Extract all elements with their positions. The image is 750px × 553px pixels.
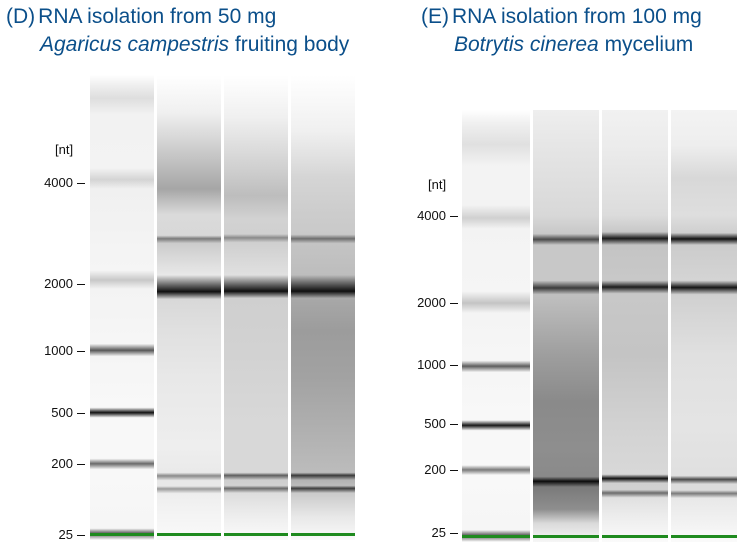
panel-d-tick-25: 25: [59, 527, 85, 542]
panel-e-tick-25: 25: [432, 525, 458, 540]
panel-d-gel-image: [90, 75, 355, 540]
tick-label: 4000: [44, 175, 73, 190]
panel-e-subtitle: Botrytis cinerea mycelium: [454, 33, 693, 57]
panel-e: (E) RNA isolation from 100 mg Botrytis ci…: [375, 0, 750, 553]
panel-d-tick-500: 500: [51, 405, 85, 420]
tick-label: 25: [58, 527, 73, 542]
panel-e-tick-2000: 2000: [417, 295, 458, 310]
panel-e-sample-lane-1: [533, 110, 599, 542]
panel-d-marker-1: [90, 533, 154, 536]
panel-d-letter: (D): [6, 5, 36, 28]
tick-label: 500: [51, 405, 73, 420]
panel-d-tick-1000: 1000: [44, 343, 85, 358]
panel-e-tick-200: 200: [424, 462, 458, 477]
panel-d-title-line1: RNA isolation from 50 mg: [38, 5, 277, 28]
tick-label: 1000: [417, 357, 446, 372]
panel-d-sample-lane-1: [157, 75, 221, 540]
panel-e-marker-4: [671, 535, 737, 538]
tick-label: 2000: [44, 276, 73, 291]
panel-e-tick-1000: 1000: [417, 357, 458, 372]
panel-d-tick-2000: 2000: [44, 276, 85, 291]
panel-d-sample-lane-3: [291, 75, 355, 540]
panel-e-species: Botrytis cinerea: [454, 33, 599, 56]
panel-e-title: (E) RNA isolation from 100 mg: [421, 5, 702, 29]
panel-e-letter: (E): [421, 5, 449, 28]
tick-label: 500: [424, 416, 446, 431]
panel-e-title-line1: RNA isolation from 100 mg: [452, 5, 702, 28]
panel-d-ladder-lane: [90, 75, 154, 540]
tick-label: 1000: [44, 343, 73, 358]
panel-d-tick-200: 200: [51, 456, 85, 471]
panel-e-gel-image: [462, 110, 737, 542]
panel-e-marker-3: [602, 535, 668, 538]
tick-label: 200: [51, 456, 73, 471]
panel-e-unit: [nt]: [428, 177, 447, 192]
panel-e-marker-2: [533, 535, 599, 538]
tick-label: 2000: [417, 295, 446, 310]
panel-e-tick-4000: 4000: [417, 208, 458, 223]
panel-d-title: (D) RNA isolation from 50 mg: [6, 5, 276, 29]
panel-d-subtitle-rest: fruiting body: [229, 33, 350, 56]
tick-label: 25: [431, 525, 446, 540]
panel-d-marker-4: [291, 533, 355, 536]
panel-d-tick-4000: 4000: [44, 175, 85, 190]
panel-d-unit: [nt]: [55, 142, 74, 157]
panel-e-ladder-lane: [462, 110, 530, 542]
panel-e-tick-500: 500: [424, 416, 458, 431]
panel-e-marker-1: [462, 535, 530, 538]
tick-label: 4000: [417, 208, 446, 223]
panel-d-marker-2: [157, 533, 221, 536]
panel-e-subtitle-rest: mycelium: [598, 33, 694, 56]
panel-d: (D) RNA isolation from 50 mg Agaricus cam…: [6, 5, 355, 542]
panel-d-sample-lane-2: [224, 75, 288, 540]
panel-d-species: Agaricus campestris: [40, 33, 230, 56]
panel-e-sample-lane-2: [602, 110, 668, 542]
tick-label: 200: [424, 462, 446, 477]
panel-d-subtitle: Agaricus campestris fruiting body: [40, 33, 349, 57]
panel-e-sample-lane-3: [671, 110, 737, 542]
panel-d-marker-3: [224, 533, 288, 536]
